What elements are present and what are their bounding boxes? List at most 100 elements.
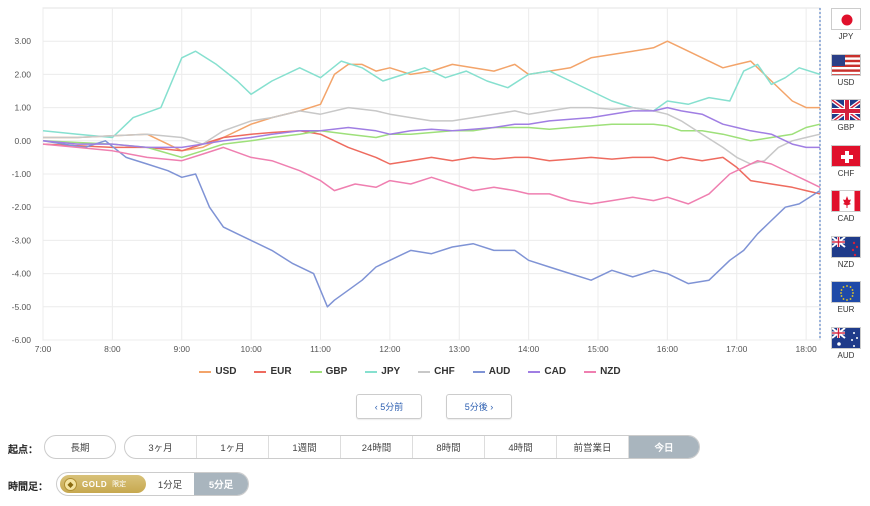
range-label: 起点： <box>8 445 38 456</box>
legend-label: USD <box>215 366 237 377</box>
x-tick-label: 16:00 <box>657 344 679 354</box>
gold-coin-icon: ◆ <box>64 477 77 491</box>
usa-flag-icon <box>831 53 861 76</box>
range-selector: 3ヶ月 1ヶ月 1週間 24時間 8時間 4時間 前営業日 今日 <box>124 435 700 459</box>
range-1w-button[interactable]: 1週間 <box>269 436 341 458</box>
legend-label: NZD <box>600 366 621 377</box>
series-line-jpy <box>42 50 821 139</box>
legend-item-nzd[interactable]: NZD <box>584 366 621 377</box>
legend-swatch <box>254 370 267 373</box>
timeframe-5min-button[interactable]: 5分足 <box>194 473 248 495</box>
flag-code-label: EUR <box>837 305 855 314</box>
flag-code-label: JPY <box>838 32 854 41</box>
legend-item-gbp[interactable]: GBP <box>309 366 348 377</box>
next-5min-button[interactable]: 5分後 › <box>446 394 512 419</box>
x-tick-label: 15:00 <box>587 344 609 354</box>
flag-code-label: AUD <box>837 350 855 360</box>
x-tick-label: 17:00 <box>726 344 748 354</box>
gold-text: GOLD <box>82 479 108 489</box>
range-long-button[interactable]: 長期 <box>44 435 116 459</box>
legend-swatch <box>365 370 378 373</box>
range-prev-day-button[interactable]: 前営業日 <box>557 436 629 458</box>
legend-swatch <box>309 370 322 373</box>
chart-legend: USD EUR GBP JPY CHF AUD CAD NZD <box>0 366 820 377</box>
series-line-cad <box>42 106 820 149</box>
canada-flag-icon <box>831 190 861 212</box>
legend-label: JPY <box>381 366 401 377</box>
uk-flag-icon <box>831 99 861 121</box>
y-tick-label: -6.00 <box>12 335 32 345</box>
range-24h-button[interactable]: 24時間 <box>341 436 413 458</box>
y-tick-label: -3.00 <box>12 235 32 245</box>
flag-code-label: USD <box>837 77 855 87</box>
ashi-label: 時間足： <box>8 482 48 493</box>
y-tick-label: -4.00 <box>12 269 32 279</box>
flag-panel: JPY USD GBP CHF CAD <box>826 8 866 372</box>
legend-item-usd[interactable]: USD <box>199 366 236 377</box>
series-line-chf <box>43 106 821 165</box>
flag-code-label: CAD <box>837 214 855 223</box>
legend-swatch <box>472 370 485 373</box>
japan-flag-icon <box>831 8 861 30</box>
legend-item-chf[interactable]: CHF <box>418 366 455 377</box>
australia-flag-icon <box>831 326 861 349</box>
currency-strength-chart: 3.00 2.00 1.00 0.00 -1.00 -2.00 -3.00 -4.00 -5.0… <box>0 7 866 377</box>
legend-item-aud[interactable]: AUD <box>472 366 511 377</box>
prev-5min-button[interactable]: ‹ 5分前 <box>356 394 422 419</box>
flag-item-chf[interactable]: CHF <box>826 144 866 191</box>
y-tick-label: -5.00 <box>12 302 32 312</box>
timeframe-1min-button[interactable]: 1分足 <box>157 480 183 491</box>
x-tick-label: 9:00 <box>173 344 190 354</box>
legend-label: AUD <box>488 366 511 377</box>
flag-item-cad[interactable]: CAD <box>826 190 866 236</box>
y-tick-label: 3.00 <box>14 36 31 46</box>
series-line-nzd <box>42 143 821 205</box>
timeframe-selector: ◆ GOLD 限定 1分足 5分足 <box>56 472 249 496</box>
legend-swatch <box>199 370 212 373</box>
x-tick-label: 10:00 <box>240 344 262 354</box>
legend-item-cad[interactable]: CAD <box>528 366 566 377</box>
x-tick-label: 18:00 <box>795 344 817 354</box>
x-tick-label: 8:00 <box>104 344 121 354</box>
legend-swatch <box>584 370 597 373</box>
flag-code-label: CHF <box>837 168 855 178</box>
legend-label: GBP <box>325 366 348 377</box>
legend-swatch <box>528 370 541 373</box>
legend-label: CAD <box>544 366 567 377</box>
legend-label: EUR <box>270 366 292 377</box>
flag-item-nzd[interactable]: NZD <box>826 235 866 282</box>
range-4h-button[interactable]: 4時間 <box>485 436 557 458</box>
x-tick-label: 14:00 <box>518 344 540 354</box>
flag-item-usd[interactable]: USD <box>826 53 866 100</box>
flag-item-gbp[interactable]: GBP <box>826 99 866 145</box>
range-1m-button[interactable]: 1ヶ月 <box>197 436 269 458</box>
time-nav: ‹ 5分前 5分後 › <box>356 394 512 419</box>
x-tick-label: 13:00 <box>449 344 471 354</box>
y-tick-label: 2.00 <box>14 69 31 79</box>
swiss-flag-icon <box>831 144 861 167</box>
series-line-usd <box>43 40 820 152</box>
nz-flag-icon <box>831 235 861 258</box>
flag-code-label: GBP <box>837 123 855 132</box>
flag-code-label: NZD <box>837 259 855 269</box>
flag-item-aud[interactable]: AUD <box>826 326 866 373</box>
flag-item-eur[interactable]: EUR <box>826 281 866 327</box>
y-tick-label: -1.00 <box>12 169 32 179</box>
legend-item-jpy[interactable]: JPY <box>365 366 400 377</box>
x-tick-label: 11:00 <box>310 344 331 354</box>
range-3m-button[interactable]: 3ヶ月 <box>125 436 197 458</box>
flag-item-jpy[interactable]: JPY <box>826 8 866 54</box>
legend-swatch <box>418 370 431 373</box>
legend-item-eur[interactable]: EUR <box>254 366 292 377</box>
legend-label: CHF <box>434 366 455 377</box>
eu-flag-icon <box>831 281 861 303</box>
range-today-button[interactable]: 今日 <box>629 436 699 458</box>
chart-canvas: 3.00 2.00 1.00 0.00 -1.00 -2.00 -3.00 -4.00 -5.0… <box>12 7 821 354</box>
series-line-eur <box>42 130 821 195</box>
x-tick-label: 7:00 <box>35 344 52 354</box>
gold-badge: ◆ GOLD 限定 <box>60 475 146 493</box>
y-tick-label: -2.00 <box>12 202 32 212</box>
range-8h-button[interactable]: 8時間 <box>413 436 485 458</box>
series-line-aud <box>42 140 821 308</box>
y-tick-label: 1.00 <box>14 103 31 113</box>
